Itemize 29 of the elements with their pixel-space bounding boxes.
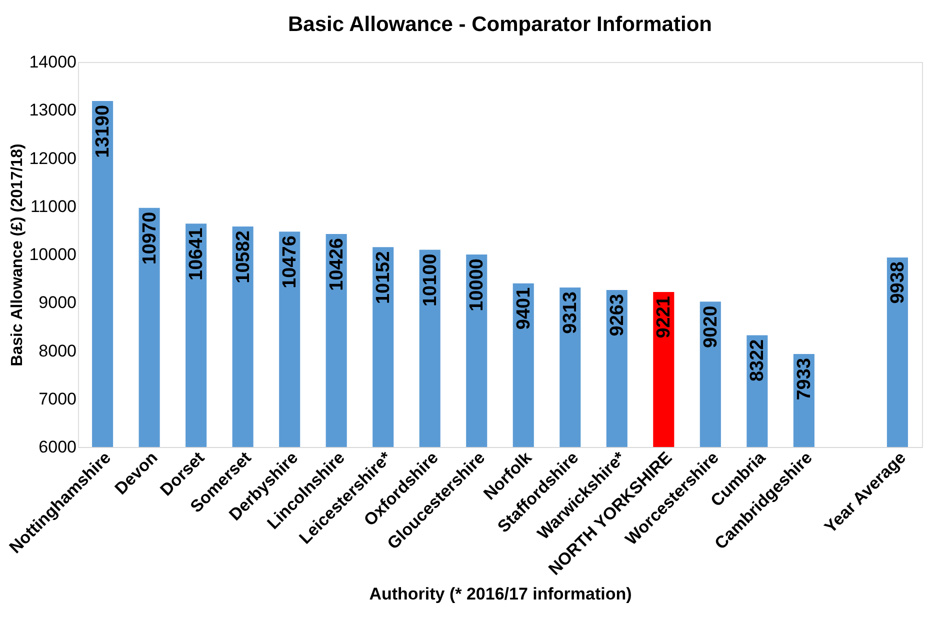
y-tick-label: 11000 [30,196,76,216]
y-tick-label: 7000 [38,389,76,408]
data-label: 9221 [654,296,675,338]
data-label: 10426 [326,238,348,291]
data-label: 10100 [420,254,441,307]
data-label: 9020 [700,306,722,348]
data-label: 9938 [887,261,908,304]
data-label: 9313 [560,292,582,334]
y-tick-label: 12000 [29,148,76,168]
data-label: 10000 [466,258,488,312]
y-tick-label: 13000 [29,100,76,120]
y-tick-label: 8000 [38,341,76,360]
data-label: 7933 [794,358,815,400]
data-label: 9263 [606,294,628,336]
data-label: 10152 [373,251,394,304]
data-label: 10582 [232,230,254,284]
data-label: 9401 [513,286,534,330]
data-label: 10970 [139,212,160,265]
chart-title: Basic Allowance - Comparator Information [288,13,712,36]
y-tick-label: 10000 [29,245,76,264]
y-tick-label: 9000 [38,293,76,312]
data-label: 10476 [280,236,301,288]
y-tick-label: 14000 [29,52,76,72]
y-axis-title: Basic Allowance (£) (2017/18) [9,144,26,366]
data-label: 8322 [747,339,768,382]
y-tick-label: 6000 [38,438,76,456]
x-axis-title: Authority (* 2016/17 information) [369,584,632,604]
data-label: 13190 [92,104,114,158]
data-label: 10641 [186,227,208,280]
